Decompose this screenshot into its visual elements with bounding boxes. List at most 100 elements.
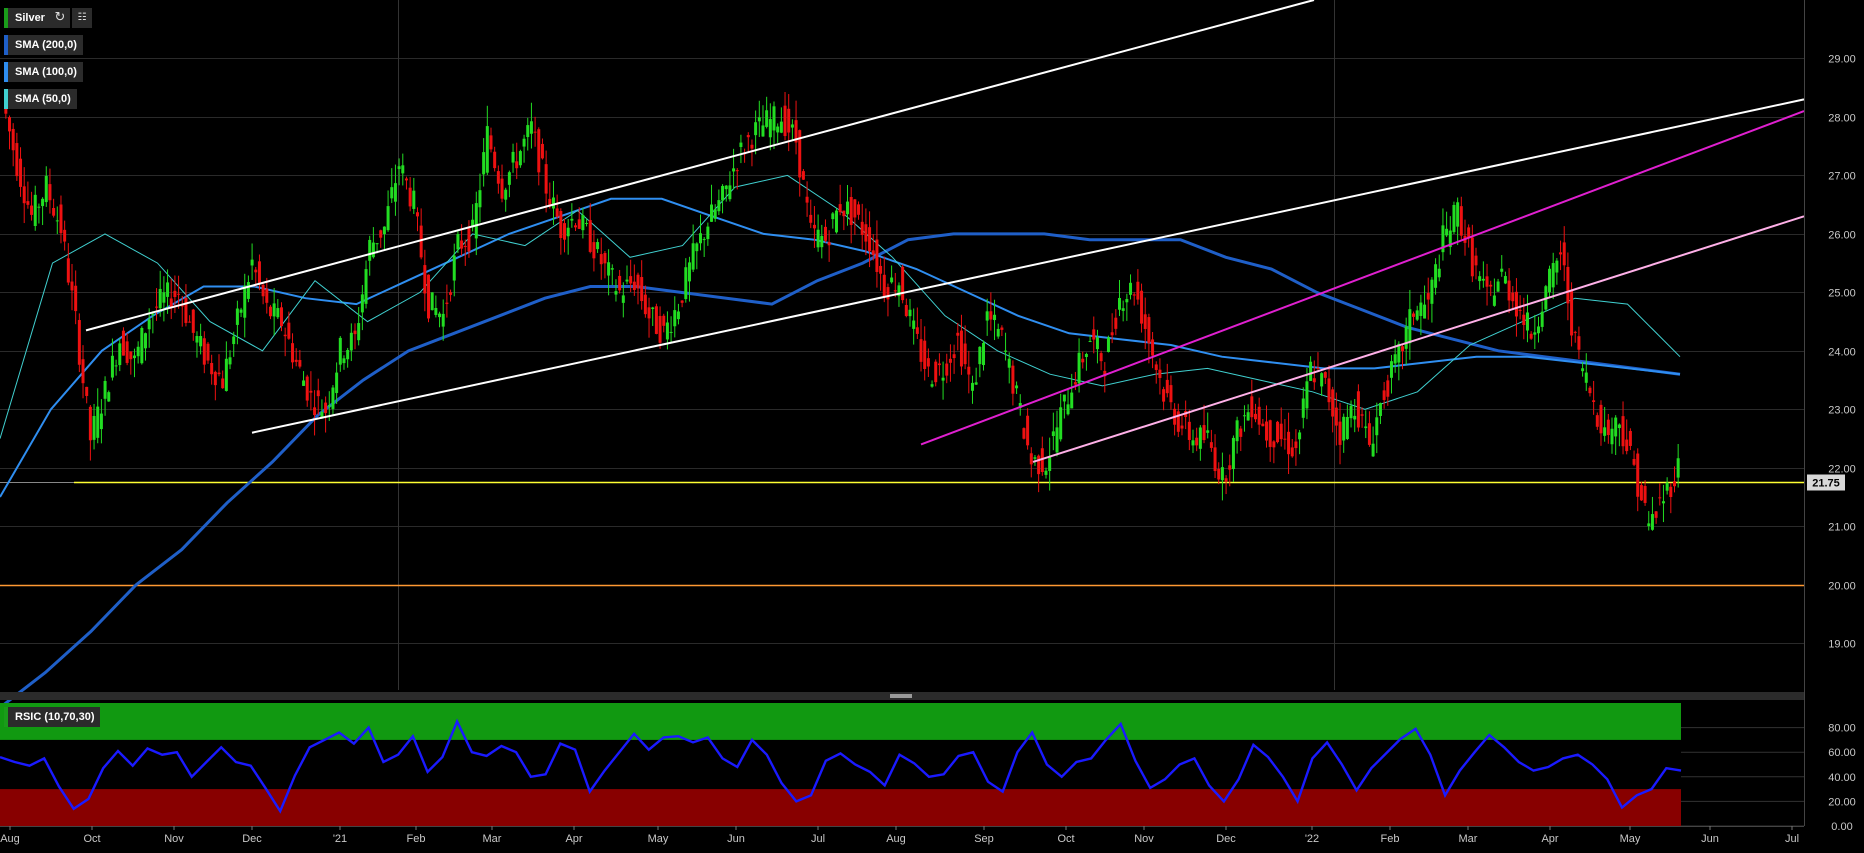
candle-body (1198, 427, 1202, 449)
candle-body (1658, 497, 1662, 499)
price-tick-label: 28.00 (1828, 113, 1856, 125)
candle-body (750, 144, 754, 149)
candle-body (1294, 441, 1298, 449)
candle-body (1114, 317, 1118, 329)
candle-body (1588, 387, 1592, 394)
candle-body (419, 225, 423, 258)
candle-body (816, 229, 820, 248)
candle-body (1489, 284, 1493, 287)
candle-body (890, 277, 894, 283)
candle-body (1140, 290, 1144, 324)
candle-body (1092, 329, 1096, 340)
refresh-icon[interactable]: ↻ (50, 8, 70, 28)
candle-body (1011, 365, 1015, 394)
candle-body (471, 219, 475, 228)
legend-sma200[interactable]: SMA (200,0) (4, 35, 83, 55)
candle-body (1529, 333, 1533, 339)
candle-body (1584, 372, 1588, 383)
candle-body (210, 362, 214, 375)
candle-body (1559, 252, 1563, 255)
candle-body (1647, 523, 1651, 527)
candle-body (1397, 343, 1401, 363)
candle-body (1239, 428, 1243, 437)
candle-body (1103, 370, 1107, 377)
legend-sma50[interactable]: SMA (50,0) (4, 89, 77, 109)
candle-body (1389, 361, 1393, 378)
candle-body (202, 338, 206, 365)
candle-body (1353, 415, 1357, 420)
candle-body (1393, 354, 1397, 364)
candle-body (1551, 263, 1555, 288)
candle-body (1062, 394, 1066, 402)
candle-body (48, 184, 52, 201)
candle-body (967, 366, 971, 375)
legend-rsi[interactable]: RSIC (10,70,30) (4, 707, 101, 727)
candle-body (460, 240, 464, 249)
candle-body (559, 211, 563, 238)
candle-body (1562, 242, 1566, 266)
indicator-icon[interactable]: ☷ (72, 8, 92, 28)
rsi-tick-label: 40.00 (1828, 772, 1856, 784)
rsi-tick-label: 0.00 (1831, 821, 1852, 833)
candle-body (522, 138, 526, 147)
candle-body (8, 117, 12, 132)
time-tick-label: Jul (811, 833, 825, 845)
time-tick-label: Aug (886, 833, 906, 845)
candle-body (408, 187, 412, 207)
candle-body (1401, 346, 1405, 352)
candle-body (1467, 227, 1471, 239)
candle-body (1378, 402, 1382, 416)
candle-body (427, 274, 431, 319)
candle-body (19, 158, 23, 187)
pane-divider[interactable] (0, 692, 1804, 700)
candle-body (1151, 339, 1155, 356)
candle-body (368, 239, 372, 261)
candle-body (1187, 421, 1191, 440)
candle-body (1503, 276, 1507, 284)
candle-body (1338, 421, 1342, 445)
candle-body (1048, 456, 1052, 471)
channel-white-channel-2 (1032, 215, 1805, 463)
candle-body (783, 105, 787, 137)
candle-body (1040, 448, 1044, 472)
candle-body (838, 204, 842, 213)
candle-body (1129, 282, 1133, 295)
candle-body (313, 407, 317, 416)
candle-body (261, 284, 265, 297)
candle-body (724, 185, 728, 190)
candle-body (1382, 390, 1386, 400)
candle-body (827, 242, 831, 246)
candle-body (908, 309, 912, 317)
legend-sma100[interactable]: SMA (100,0) (4, 62, 83, 82)
candle-body (1206, 430, 1210, 433)
candle-body (224, 358, 228, 391)
price-badge-label: 21.75 (1812, 478, 1840, 490)
candle-body (540, 143, 544, 159)
candle-body (1441, 225, 1445, 253)
candle-body (952, 354, 956, 359)
candle-body (1356, 391, 1360, 428)
candle-body (1437, 268, 1441, 278)
candle-body (798, 130, 802, 178)
candle-body (985, 311, 989, 321)
candle-body (129, 351, 133, 360)
candle-body (1540, 311, 1544, 327)
candle-body (1316, 368, 1320, 370)
candle-body (140, 328, 144, 364)
rsi-tick-label: 20.00 (1828, 796, 1856, 808)
symbol-button[interactable]: Silver (4, 8, 51, 28)
candle-body (44, 175, 48, 203)
candle-body (1162, 389, 1166, 402)
rsi-tick-label: 60.00 (1828, 747, 1856, 759)
candle-body (1136, 281, 1140, 300)
candle-body (1228, 465, 1232, 470)
candle-body (754, 122, 758, 136)
candle-body (364, 269, 368, 304)
candle-body (452, 255, 456, 281)
candle-body (710, 204, 714, 222)
candle-body (787, 108, 791, 133)
candle-body (482, 152, 486, 175)
candle-body (1617, 424, 1621, 429)
candle-body (474, 203, 478, 239)
